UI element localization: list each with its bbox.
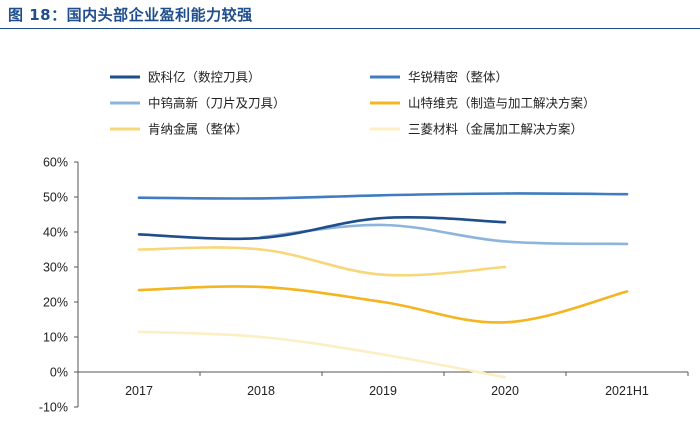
series-line	[137, 246, 507, 277]
figure-title: 图 18：国内头部企业盈利能力较强	[8, 6, 253, 24]
y-tick-label: 0%	[50, 366, 68, 380]
legend-label: 欧科亿（数控刀具）	[148, 70, 261, 85]
chart-lines	[137, 192, 629, 379]
y-tick-label: 20%	[43, 296, 68, 310]
chart-axes: 60% 50% 40% 30% 20% 10% 0% -10% 2017 2018 2019 2020…	[39, 156, 689, 415]
x-tick-label: 2018	[247, 384, 275, 398]
y-tick-label: 10%	[43, 331, 68, 345]
x-tick-label: 2020	[491, 384, 519, 398]
series-line	[137, 192, 629, 200]
y-tick-label: 30%	[43, 261, 68, 275]
series-line	[137, 330, 507, 379]
legend-label: 华锐精密（整体）	[408, 70, 508, 85]
series-line	[259, 223, 629, 246]
series-line	[137, 215, 507, 241]
legend-label: 山特维克（制造与加工解决方案）	[408, 96, 596, 111]
legend-label: 三菱材料（金属加工解决方案）	[408, 122, 583, 137]
chart-legend: 欧科亿（数控刀具） 华锐精密（整体） 中钨高新（刀片及刀具） 山特维克（制造与加工解决…	[110, 70, 596, 137]
title-divider	[0, 28, 700, 29]
legend-label: 中钨高新（刀片及刀具）	[148, 96, 286, 111]
series-line	[137, 285, 629, 324]
x-tick-label: 2017	[125, 384, 153, 398]
x-tick-label: 2021H1	[605, 384, 649, 398]
y-tick-label: -10%	[39, 401, 68, 415]
legend-label: 肯纳金属（整体）	[148, 122, 248, 137]
x-tick-label: 2019	[369, 384, 397, 398]
y-tick-label: 40%	[43, 226, 68, 240]
y-tick-label: 50%	[43, 191, 68, 205]
y-tick-label: 60%	[43, 156, 68, 170]
